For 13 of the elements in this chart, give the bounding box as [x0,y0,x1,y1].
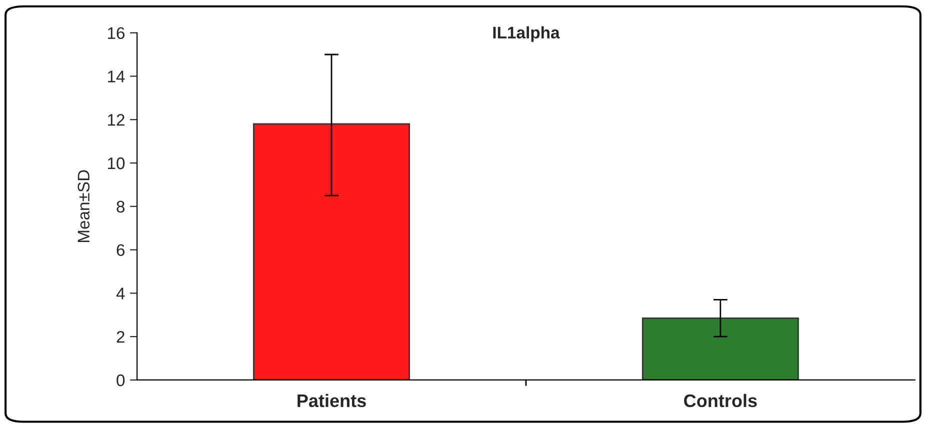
y-tick-label: 8 [116,200,125,213]
y-tick-label: 16 [108,27,125,40]
x-tick-label: Patients [298,394,366,408]
x-tick-label: Controls [684,394,757,408]
y-tick-label: 4 [116,288,125,300]
y-tick-label: 10 [108,157,125,170]
y-axis-title: Mean±SD [78,170,90,242]
chart-title: IL1alpha [493,26,560,42]
y-tick-label: 6 [116,244,125,256]
y-tick-label: 12 [108,114,124,126]
y-tick-label: 0 [116,374,125,386]
y-tick-label: 2 [116,330,124,343]
y-tick-label: 14 [108,70,125,82]
